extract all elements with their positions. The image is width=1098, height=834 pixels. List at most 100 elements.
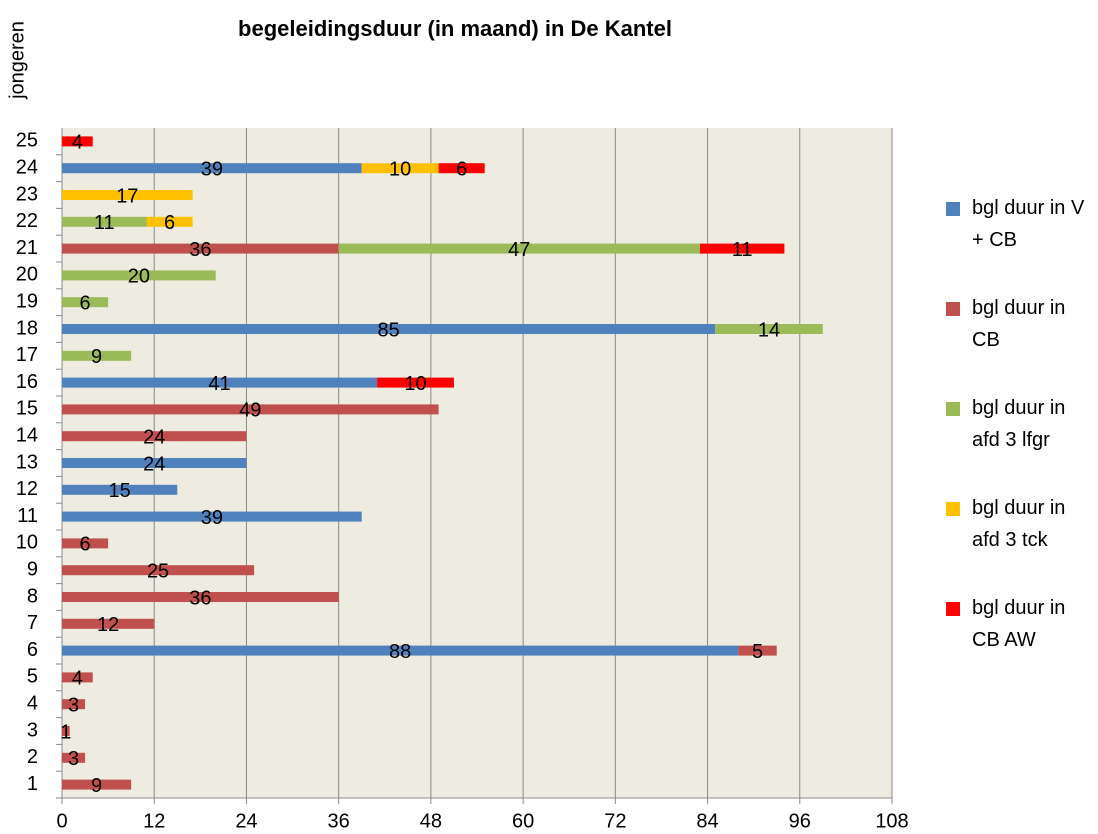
legend-label: bgl duur in CB AW [972, 597, 1066, 651]
legend-item: bgl duur in afd 3 lfgr [946, 392, 1096, 492]
legend-item: bgl duur in CB [946, 292, 1096, 392]
bar-segment [62, 163, 362, 174]
data-label: 3 [68, 694, 79, 716]
y-axis-label: jongeren [6, 21, 28, 100]
data-label: 6 [79, 292, 90, 314]
y-tick-label: 18 [16, 317, 38, 339]
data-label: 5 [752, 641, 763, 663]
bar-segment [361, 163, 439, 174]
legend-label: bgl duur in afd 3 lfgr [972, 397, 1066, 451]
data-label: 6 [79, 534, 90, 556]
y-tick-label: 3 [27, 719, 38, 741]
bar-segment [438, 163, 485, 174]
bar-segment [377, 377, 454, 388]
y-tick-label: 20 [16, 264, 38, 286]
data-label: 4 [72, 132, 83, 154]
bar-segment [62, 377, 378, 388]
y-tick-label: 10 [16, 532, 38, 554]
y-tick-label: 12 [16, 478, 38, 500]
legend-label: bgl duur in CB [972, 297, 1066, 351]
data-label: 15 [109, 480, 131, 502]
bar-segment [62, 324, 716, 334]
bar-segment [62, 592, 339, 602]
bar-segment [62, 779, 132, 790]
data-label: 11 [732, 239, 753, 261]
y-tick-label: 21 [16, 237, 38, 259]
y-tick-label: 23 [16, 183, 38, 205]
bar-segment [62, 216, 147, 227]
y-tick-label: 22 [16, 210, 38, 232]
data-label: 36 [189, 587, 211, 609]
bar-segment [146, 216, 193, 227]
legend-item: bgl duur in V + CB [946, 192, 1096, 292]
bar-segment [62, 270, 216, 281]
data-label: 17 [116, 185, 138, 207]
y-tick-label: 6 [27, 639, 38, 661]
data-label: 9 [91, 346, 102, 368]
y-tick-label: 8 [27, 585, 38, 607]
legend-swatch [946, 202, 960, 216]
data-label: 1 [60, 721, 71, 743]
x-tick-label: 72 [604, 810, 626, 832]
bar-segment [62, 538, 109, 549]
y-tick-label: 5 [27, 666, 38, 688]
data-label: 39 [201, 507, 223, 529]
y-tick-label: 2 [27, 746, 38, 768]
data-label: 41 [208, 373, 230, 395]
x-tick-label: 0 [56, 810, 67, 832]
x-tick-label: 24 [235, 810, 257, 832]
data-label: 49 [239, 400, 261, 422]
data-label: 20 [128, 266, 150, 288]
legend-item: bgl duur in afd 3 tck [946, 492, 1096, 592]
bar-segment [699, 243, 785, 254]
x-tick-label: 96 [789, 810, 811, 832]
data-label: 6 [456, 158, 467, 180]
bar-segment [62, 752, 86, 763]
x-tick-label: 84 [696, 810, 718, 832]
bar-segment [62, 618, 155, 629]
data-label: 6 [164, 212, 175, 234]
data-label: 4 [72, 668, 83, 690]
x-tick-label: 108 [875, 810, 908, 832]
data-label: 11 [94, 212, 115, 234]
data-label: 39 [201, 158, 223, 180]
y-tick-label: 11 [17, 505, 38, 527]
bar-segment [715, 324, 823, 334]
data-label: 10 [404, 373, 426, 395]
chart-title: begeleidingsduur (in maand) in De Kantel [238, 16, 672, 41]
y-tick-label: 15 [16, 398, 38, 420]
x-tick-label: 36 [328, 810, 350, 832]
bar-segment [62, 672, 93, 683]
legend-swatch [946, 302, 960, 316]
legend-label: bgl duur in afd 3 tck [972, 497, 1066, 551]
legend-swatch [946, 402, 960, 416]
bar-segment [62, 699, 86, 710]
bar-segment [62, 431, 247, 442]
bar-segment [62, 243, 339, 254]
data-label: 9 [91, 775, 102, 797]
legend-label: bgl duur in V + CB [972, 197, 1085, 251]
legend-item: bgl duur in CB AW [946, 592, 1096, 692]
y-tick-label: 14 [16, 424, 38, 446]
legend: bgl duur in V + CB bgl duur in CB bgl duur… [946, 192, 1096, 692]
data-label: 36 [189, 239, 211, 261]
data-label: 3 [68, 748, 79, 770]
bar-segment [62, 726, 70, 736]
data-label: 14 [758, 319, 780, 341]
y-tick-label: 24 [16, 156, 38, 178]
bar-segment [62, 350, 132, 361]
bar-segment [62, 404, 439, 415]
data-label: 12 [97, 614, 119, 636]
x-tick-label: 12 [143, 810, 165, 832]
y-tick-label: 19 [16, 290, 38, 312]
bar-segment [62, 484, 178, 495]
bar-segment [62, 458, 247, 468]
y-tick-label: 16 [16, 371, 38, 393]
legend-swatch [946, 502, 960, 516]
bar-segment [62, 645, 739, 656]
data-label: 25 [147, 560, 169, 582]
y-tick-label: 7 [27, 612, 38, 634]
bar-segment [738, 645, 777, 656]
